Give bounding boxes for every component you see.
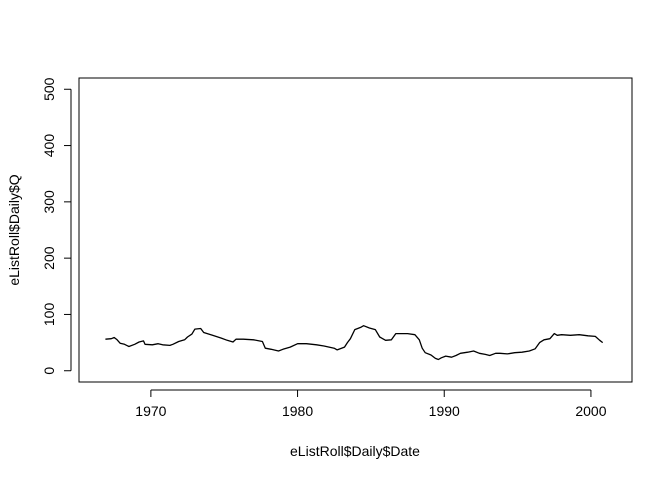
y-tick-label: 200 bbox=[41, 246, 57, 270]
x-tick-label: 1990 bbox=[429, 403, 460, 419]
series-line bbox=[105, 325, 604, 361]
y-tick-label: 500 bbox=[41, 77, 57, 101]
y-axis-title: eListRoll$Daily$Q bbox=[6, 174, 22, 285]
y-tick-label: 0 bbox=[41, 367, 57, 375]
y-tick-label: 100 bbox=[41, 303, 57, 327]
y-tick-label: 300 bbox=[41, 190, 57, 214]
y-tick-label: 400 bbox=[41, 134, 57, 158]
x-axis: 1970 1980 1990 2000 bbox=[135, 389, 607, 419]
x-axis-title: eListRoll$Daily$Date bbox=[290, 443, 420, 459]
x-tick-label: 1970 bbox=[135, 403, 166, 419]
y-axis: 0 100 200 300 400 500 bbox=[41, 77, 72, 375]
x-tick-label: 1980 bbox=[282, 403, 313, 419]
plot-frame bbox=[78, 77, 633, 383]
x-tick-label: 2000 bbox=[575, 403, 606, 419]
